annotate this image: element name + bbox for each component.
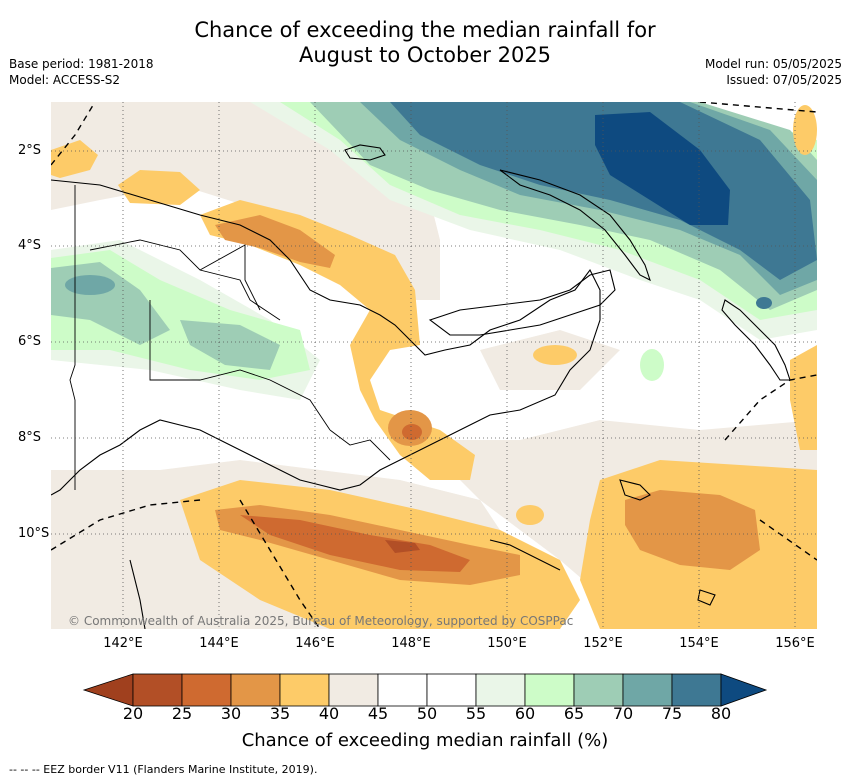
bougainville-coast	[721, 299, 791, 381]
teal-patch-west	[65, 275, 115, 295]
map-field	[51, 102, 817, 629]
dark-teal-patch-east	[756, 297, 772, 309]
deep-blue-core	[595, 112, 730, 225]
issued-text: Issued: 07/05/2025	[726, 73, 842, 87]
lon-label-148e: 148°E	[391, 636, 431, 651]
map-title-line-1: Chance of exceeding the median rainfall …	[194, 18, 656, 42]
base-period-text: Base period: 1981-2018	[9, 57, 154, 71]
model-run-text: Model run: 05/05/2025	[704, 57, 842, 71]
lon-label-150e: 150°E	[487, 636, 527, 651]
new-britain-coast	[428, 269, 616, 336]
lon-label-144e: 144°E	[199, 636, 239, 651]
province-border-2	[149, 300, 331, 431]
orange-patch-far-east	[793, 105, 817, 155]
dark-orange-zone-north	[215, 215, 335, 268]
colorbar-tick-70: 70	[612, 704, 634, 723]
dark-orange-zone-southeast	[625, 490, 760, 570]
lat-label-4s: 4°S	[18, 238, 42, 253]
orange-zone-east	[790, 345, 817, 450]
colorbar	[82, 673, 768, 707]
eez-border-southeast	[759, 519, 817, 561]
coastlines	[51, 144, 791, 629]
colorbar-45-50	[377, 673, 428, 707]
colorbar-title: Chance of exceeding median rainfall (%)	[241, 730, 609, 751]
colorbar-50-55	[426, 673, 477, 707]
map-title: Chance of exceeding the median rainfall …	[0, 18, 850, 68]
colorbar-tick-65: 65	[563, 704, 585, 723]
colorbar-tick-60: 60	[514, 704, 536, 723]
louisiade-coast	[489, 539, 561, 571]
new-ireland-coast	[499, 169, 651, 282]
lon-label-152e: 152°E	[583, 636, 623, 651]
southern-islands-coast	[619, 479, 716, 606]
colorbar-25-30	[181, 673, 232, 707]
province-border-3	[199, 244, 261, 311]
borders	[69, 185, 391, 490]
orange-patch-south	[516, 505, 544, 525]
eez-border-northwest	[51, 102, 96, 166]
cape-york-coast	[129, 559, 146, 629]
eez-border-east	[724, 374, 817, 441]
colorbar-30-35	[230, 673, 281, 707]
colorbar-tick-75: 75	[661, 704, 683, 723]
teal-green-zone-central	[180, 320, 280, 370]
colorbar-55-60	[475, 673, 526, 707]
colorbar-tick-35: 35	[269, 704, 291, 723]
colorbar-35-40	[279, 673, 330, 707]
manus-coast	[344, 144, 386, 161]
rust-zone-south	[240, 515, 470, 572]
colorbar-75-80	[671, 673, 722, 707]
province-border-4	[329, 429, 391, 461]
lon-label-142e: 142°E	[103, 636, 143, 651]
copyright-text: © Commonwealth of Australia 2025, Bureau…	[68, 614, 574, 628]
colorbar-60-65	[524, 673, 575, 707]
colorbar-tick-20: 20	[122, 704, 144, 723]
eez-footer-note: -- -- -- EEZ border V11 (Flanders Marine…	[9, 763, 318, 776]
colorbar-tick-55: 55	[465, 704, 487, 723]
png-indonesia-border	[69, 185, 76, 490]
lat-label-10s: 10°S	[18, 526, 50, 541]
map-title-line-2: August to October 2025	[298, 43, 552, 67]
colorbar-tick-25: 25	[171, 704, 193, 723]
lon-label-146e: 146°E	[295, 636, 335, 651]
lon-label-156e: 156°E	[775, 636, 815, 651]
eez-borders	[51, 102, 817, 629]
eez-border-south	[239, 499, 321, 629]
orange-patch-centre	[533, 345, 577, 365]
lon-label-154e: 154°E	[679, 636, 719, 651]
colorbar-20-25	[132, 673, 183, 707]
colorbar-70-75	[622, 673, 673, 707]
new-guinea-coast	[51, 179, 601, 496]
meta-right: Model run: 05/05/2025 Issued: 07/05/2025	[705, 56, 842, 88]
lat-label-8s: 8°S	[18, 430, 42, 445]
dark-teal-zone-north	[390, 102, 817, 280]
orange-zone-northwest	[51, 140, 98, 178]
colorbar-65-70	[573, 673, 624, 707]
green-patch-east	[640, 349, 664, 381]
colorbar-above-80	[720, 673, 768, 707]
colorbar-below-20	[82, 673, 134, 707]
rust-patch-central	[402, 424, 422, 440]
colorbar-tick-80: 80	[710, 704, 732, 723]
colorbar-tick-30: 30	[220, 704, 242, 723]
lat-label-6s: 6°S	[18, 334, 42, 349]
model-text: Model: ACCESS-S2	[9, 73, 121, 87]
colorbar-tick-45: 45	[367, 704, 389, 723]
colorbar-tick-40: 40	[318, 704, 340, 723]
brown-core-south	[385, 540, 420, 553]
eez-border-west	[51, 499, 201, 551]
meta-left: Base period: 1981-2018 Model: ACCESS-S2	[9, 56, 154, 88]
lat-label-2s: 2°S	[18, 143, 42, 158]
colorbar-tick-50: 50	[416, 704, 438, 723]
eez-border-northeast	[699, 102, 817, 113]
colorbar-40-45	[328, 673, 379, 707]
